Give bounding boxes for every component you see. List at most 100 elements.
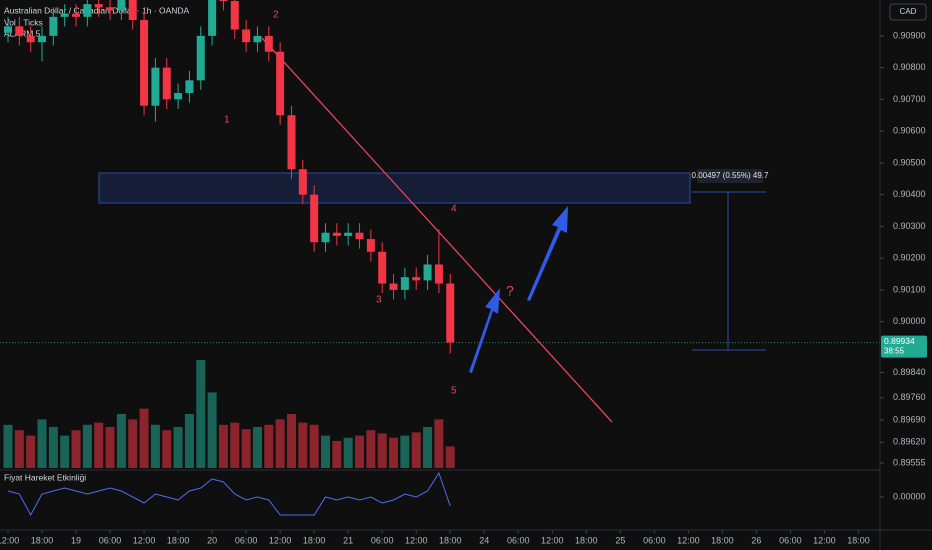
wave-label: 5 — [451, 386, 457, 397]
volume-bar — [3, 424, 13, 468]
volume-bar — [48, 426, 58, 468]
candle-body — [400, 277, 409, 290]
candle-body — [38, 35, 47, 43]
x-tick-label: 12:00 — [269, 535, 292, 545]
price-tag-label: 0.89934 — [884, 336, 915, 346]
y-tick-label: 0.89620 — [893, 437, 926, 447]
candle-body — [264, 35, 273, 52]
volume-bar — [116, 414, 126, 468]
volume-bar — [355, 435, 365, 468]
volume-bar — [218, 424, 228, 468]
y-tick-label: 0.90300 — [893, 221, 926, 231]
volume-bar — [105, 426, 115, 468]
candle-body — [446, 283, 455, 343]
price-tag — [881, 335, 927, 358]
wave-label: ? — [506, 283, 514, 299]
y-tick-label: 0.90100 — [893, 284, 926, 294]
volume-bar — [150, 424, 160, 468]
candle-body — [151, 67, 160, 106]
zone-box — [98, 172, 691, 204]
candle-body — [253, 35, 262, 43]
y-tick-label: 0.90800 — [893, 62, 926, 72]
x-tick-label: 25 — [615, 535, 625, 545]
x-tick-label: 18:00 — [847, 535, 870, 545]
y-tick-label: 0.90400 — [893, 189, 926, 199]
candle-body — [332, 232, 341, 236]
currency-button[interactable] — [889, 3, 927, 21]
candle-body — [140, 20, 149, 106]
y-tick-label: 0.89840 — [893, 367, 926, 377]
candle-body — [276, 51, 285, 116]
volume-bar — [252, 426, 262, 468]
arrow — [469, 288, 500, 373]
candle-body — [3, 26, 12, 33]
currency-label[interactable]: CAD — [900, 7, 917, 16]
symbol-title: Australian Dollar / Canadian Dollar · 1h… — [4, 5, 190, 15]
x-tick-label: 18:00 — [575, 535, 598, 545]
x-tick-label: 20 — [207, 535, 217, 545]
volume-bar — [445, 446, 455, 468]
volume-bar — [37, 419, 47, 468]
y-tick-label: 0.89555 — [893, 457, 926, 467]
volume-bar — [196, 360, 206, 468]
candle-body — [83, 4, 92, 17]
x-tick-label: 19 — [71, 535, 81, 545]
volume-bar — [26, 435, 36, 468]
candle-body — [128, 0, 137, 21]
volume-bar — [434, 419, 444, 468]
candle-body — [94, 4, 103, 8]
x-tick-label: 06:00 — [99, 535, 122, 545]
volume-bar — [184, 414, 194, 468]
candle-body — [26, 35, 35, 43]
volume-bar — [173, 426, 183, 468]
volume-bar — [275, 419, 285, 468]
x-tick-label: 21 — [343, 535, 353, 545]
wave-labels: 1 2 3 4 5 ? — [224, 10, 514, 397]
candle-body — [344, 232, 353, 236]
candle-body — [310, 194, 319, 243]
x-tick-label: 12:00 — [133, 535, 156, 545]
measure-label: 0.00497 (0.55%) 49.7 — [692, 171, 769, 180]
countdown-label: 38:55 — [884, 347, 905, 356]
x-tick-label: 12:00 — [541, 535, 564, 545]
volume-bar — [82, 424, 92, 468]
candle-body — [287, 115, 296, 170]
x-tick-label: 18:00 — [167, 535, 190, 545]
candle-body — [185, 80, 194, 94]
candle-body — [434, 264, 443, 284]
candle-body — [298, 169, 307, 195]
volume-bar — [60, 435, 70, 468]
candle-body — [49, 16, 58, 36]
y-tick-label: 0.90700 — [893, 94, 926, 104]
arrow — [527, 206, 568, 301]
volume-bar — [298, 422, 308, 468]
volume-bar — [264, 424, 274, 468]
candle-body — [162, 67, 171, 100]
x-tick-label: 18:00 — [711, 535, 734, 545]
volume-bar — [139, 408, 149, 468]
volume-bar — [411, 432, 421, 468]
volume-bar — [94, 422, 104, 468]
volume-bar — [366, 430, 376, 468]
y-tick-label: 0.90500 — [893, 157, 926, 167]
candle-body — [72, 13, 81, 17]
x-tick-label: 06:00 — [507, 535, 530, 545]
y-tick-label: 0.90900 — [893, 30, 926, 40]
y-tick-label: 0.89760 — [893, 392, 926, 402]
trend-line — [261, 37, 613, 423]
y-tick-label: 0.90200 — [893, 253, 926, 263]
volume-bar — [207, 392, 217, 468]
y-tick-label: 0.90600 — [893, 126, 926, 136]
x-tick-label: 26 — [751, 535, 761, 545]
volume-bar — [162, 430, 172, 468]
measure-label-box — [697, 169, 763, 183]
x-tick-label: 18:00 — [31, 535, 54, 545]
x-tick-label: 12:00 — [0, 535, 19, 545]
x-tick-label: 06:00 — [235, 535, 258, 545]
candle-body — [378, 251, 387, 284]
x-tick-label: 12:00 — [813, 535, 836, 545]
x-tick-label: 12:00 — [405, 535, 428, 545]
indicator-title: Fiyat Hareket Etkinliği — [4, 472, 86, 482]
wave-label: 4 — [451, 204, 457, 215]
volume-bar — [286, 414, 296, 468]
